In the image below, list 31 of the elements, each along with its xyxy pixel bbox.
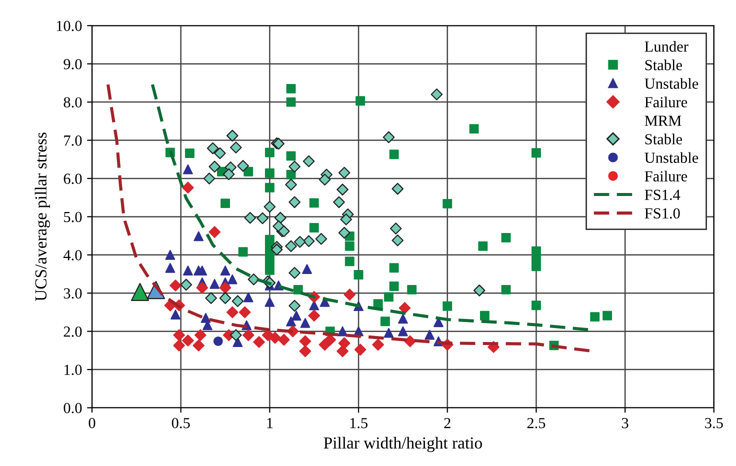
legend-label: Stable [645,134,682,144]
legend-label: Stable [645,60,682,70]
x-tick-label: 0 [88,418,96,428]
x-tick-label: 2 [444,418,450,428]
y-tick-label: 6.0 [64,174,82,184]
legend-label: Failure [644,170,688,182]
y-tick-label: 2.0 [64,326,82,337]
x-tick-label: 2.5 [527,418,546,428]
y-axis-title: UCS/average pillar stress [34,132,50,302]
y-tick-label: 5.0 [64,212,82,222]
y-tick-label: 9.0 [64,58,82,70]
x-tick-label: 3 [622,418,628,428]
legend-label: Failure [644,96,688,108]
legend-label: FS1.4 [644,190,680,200]
legend-label: FS1.0 [644,208,680,219]
legend-label: Unstable [644,152,698,163]
x-tick-label: 1 [267,418,273,428]
x-axis-title: Pillar width/height ratio [324,436,482,452]
y-tick-label: 3.0 [64,288,82,299]
y-tick-label: 4.0 [63,250,82,260]
annotation: MRM [644,116,682,126]
x-tick-label: 3.5 [705,418,723,428]
x-tick-label: 1.5 [350,418,368,428]
legend-label: Unstable [644,78,698,89]
y-tick-label: 8.0 [64,97,82,108]
annotation: Lunder [644,41,688,52]
y-tick-label: 7.0 [64,135,82,146]
x-tick-label: 0.5 [172,418,190,428]
y-tick-label: 1.0 [64,364,82,376]
y-tick-label: 10.0 [56,20,82,32]
y-tick-label: 0.0 [64,402,82,414]
